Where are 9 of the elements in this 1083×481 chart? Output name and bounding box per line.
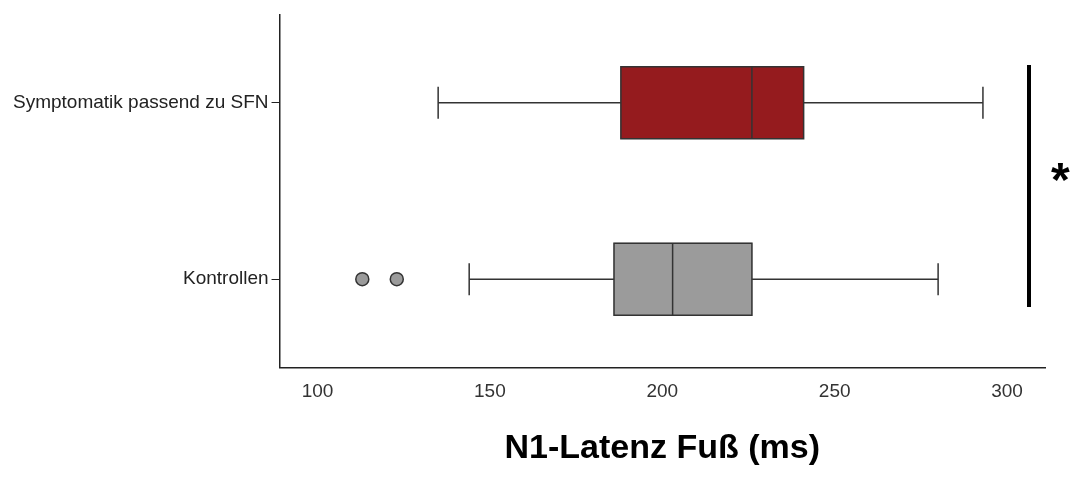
x-tick-label: 250: [818, 380, 851, 402]
x-tick-label: 150: [474, 380, 506, 402]
y-tick-label: Symptomatik passend zu SFN: [13, 90, 269, 112]
x-axis-title: N1-Latenz Fuß (ms): [504, 426, 820, 465]
text: *: [1051, 152, 1070, 206]
x-tick-label: 200: [646, 380, 679, 402]
x-tick-label: 300: [991, 380, 1023, 402]
x-tick-label: 100: [301, 380, 334, 402]
y-tick-label: Kontrollen: [182, 267, 269, 289]
